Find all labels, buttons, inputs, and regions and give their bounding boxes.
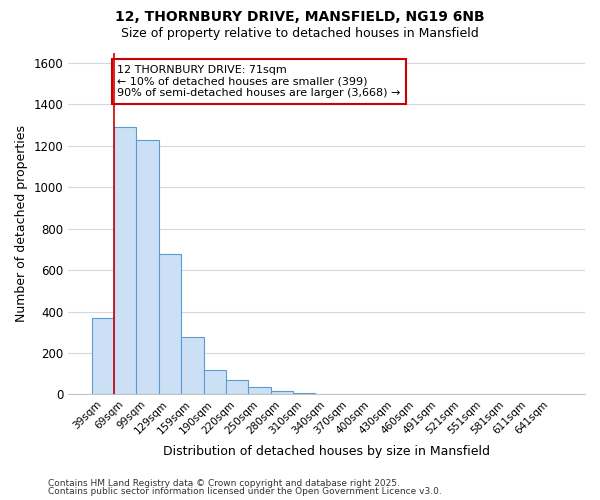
Bar [203,370,226,394]
Text: Contains public sector information licensed under the Open Government Licence v3: Contains public sector information licen… [48,487,442,496]
Bar [181,338,203,394]
Bar [159,254,181,394]
Text: Size of property relative to detached houses in Mansfield: Size of property relative to detached ho… [121,28,479,40]
Text: 12 THORNBURY DRIVE: 71sqm
← 10% of detached houses are smaller (399)
90% of semi: 12 THORNBURY DRIVE: 71sqm ← 10% of detac… [118,65,401,98]
Bar [136,140,159,394]
Y-axis label: Number of detached properties: Number of detached properties [15,125,28,322]
Bar [114,127,136,394]
Text: 12, THORNBURY DRIVE, MANSFIELD, NG19 6NB: 12, THORNBURY DRIVE, MANSFIELD, NG19 6NB [115,10,485,24]
Text: Contains HM Land Registry data © Crown copyright and database right 2025.: Contains HM Land Registry data © Crown c… [48,478,400,488]
X-axis label: Distribution of detached houses by size in Mansfield: Distribution of detached houses by size … [163,444,490,458]
Bar [248,387,271,394]
Bar [226,380,248,394]
Bar [271,392,293,394]
Bar [92,318,114,394]
